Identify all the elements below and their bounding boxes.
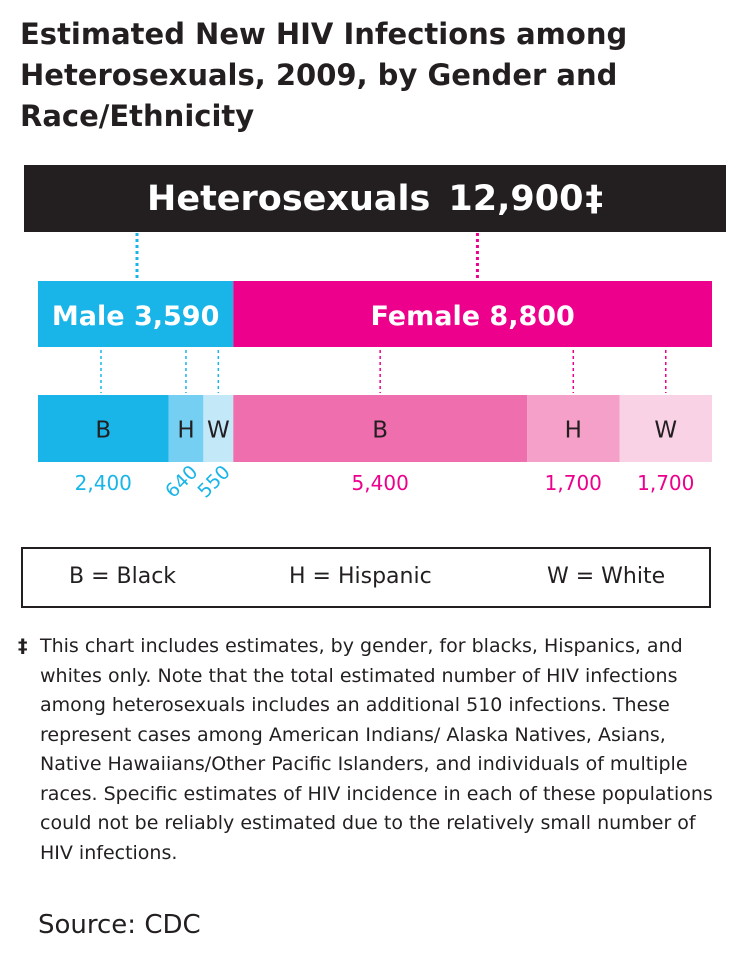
female-w-segment-code: W	[654, 418, 677, 444]
male-h-segment	[168, 395, 204, 462]
footnote-mark: ‡	[18, 635, 28, 657]
female-h-segment	[527, 395, 620, 462]
male-h-value-label: 640	[161, 461, 202, 502]
male-bar-label: Male 3,590	[52, 301, 219, 332]
source-note: Source: CDC	[38, 910, 201, 940]
female-w-segment	[619, 395, 712, 462]
male-w-segment-code: W	[207, 418, 230, 444]
female-b-segment	[233, 395, 528, 462]
male-w-value-label: 550	[193, 461, 234, 502]
male-b-value-label: 2,400	[75, 471, 132, 495]
male-bar	[38, 281, 234, 347]
total-bar: Heterosexuals 12,900‡	[24, 165, 726, 232]
male-w-segment	[203, 395, 234, 462]
male-b-segment	[38, 395, 169, 462]
footnote-text: This chart includes estimates, by gender…	[40, 635, 713, 864]
female-b-value-label: 5,400	[352, 471, 409, 495]
legend-hispanic: H = Hispanic	[289, 564, 432, 589]
female-w-value-label: 1,700	[637, 471, 694, 495]
male-b-segment-code: B	[95, 418, 111, 444]
female-bar	[233, 281, 712, 347]
female-h-segment-code: H	[565, 418, 582, 444]
female-bar-label: Female 8,800	[370, 301, 574, 332]
breakdown-chart: Male 3,590 Female 8,800B2,400H640W550B5,4…	[38, 233, 712, 502]
total-footnote-mark: ‡	[585, 178, 603, 219]
footnote: ‡ This chart includes estimates, by gend…	[18, 632, 718, 868]
male-h-segment-code: H	[177, 418, 194, 444]
total-value: 12,900	[448, 178, 584, 219]
chart-title: Estimated New HIV Infections among Heter…	[20, 17, 628, 133]
total-label: Heterosexuals	[147, 178, 431, 219]
legend-white: W = White	[547, 564, 666, 589]
female-h-value-label: 1,700	[545, 471, 602, 495]
legend-black: B = Black	[69, 564, 177, 589]
legend: B = Black H = Hispanic W = White	[21, 547, 711, 608]
total-label-group: Heterosexuals 12,900‡	[147, 179, 603, 219]
female-b-segment-code: B	[372, 418, 388, 444]
